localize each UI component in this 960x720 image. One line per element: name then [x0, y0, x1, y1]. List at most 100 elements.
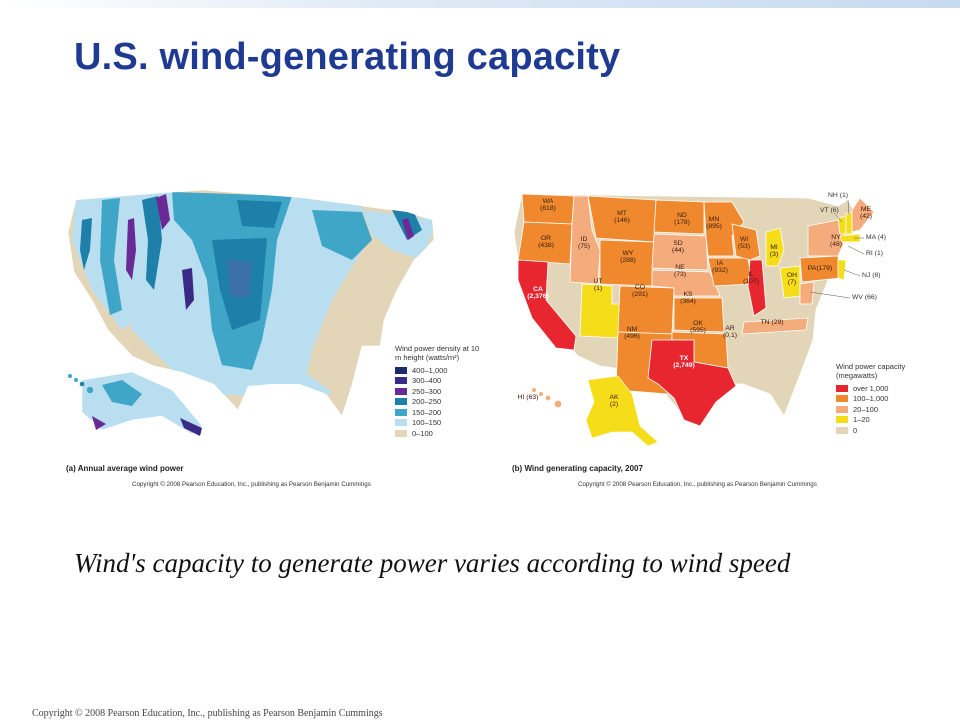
callout-wv: WV (66)	[852, 294, 877, 301]
label-ok: OK (595)	[690, 320, 706, 335]
map-b-copyright: Copyright © 2008 Pearson Education, Inc.…	[578, 481, 817, 488]
state-wv	[799, 281, 815, 305]
label-oh: OH (7)	[786, 272, 798, 287]
slide-title: U.S. wind-generating capacity	[74, 36, 621, 78]
legend-swatch	[836, 416, 848, 424]
callout-ma: MA (4)	[866, 234, 887, 241]
wind-power-map-graphic	[67, 189, 435, 436]
legend-title: Wind power capacity (megawatts)	[836, 362, 906, 380]
density-legend-item: 400–1,000	[395, 365, 485, 376]
state-ak	[585, 375, 659, 447]
density-legend-item: 150–200	[395, 407, 485, 418]
legend-label: 20–100	[853, 404, 879, 414]
label-mi: MI (3)	[769, 244, 779, 259]
capacity-legend-item: 20–100	[836, 404, 932, 415]
legend-swatch	[395, 377, 407, 385]
label-ut: UT (1)	[593, 278, 603, 293]
label-ny: NY (48)	[829, 234, 843, 249]
legend-label: 300–400	[412, 376, 442, 386]
density-legend-item: 250–300	[395, 386, 485, 397]
legend-label: 0	[853, 425, 858, 435]
legend-swatch	[836, 426, 848, 434]
callout-nj: NJ (8)	[862, 272, 881, 279]
top-accent-bar	[0, 0, 960, 8]
state-tn	[741, 317, 809, 335]
legend-label: 1–20	[853, 415, 870, 425]
legend-swatch	[395, 387, 407, 395]
wind-capacity-map-graphic	[513, 193, 875, 447]
slide-footer: Copyright © 2008 Pearson Education, Inc.…	[32, 708, 383, 719]
wind-density-legend: Wind power density at 10 m height (watts…	[395, 344, 485, 439]
state-hi	[532, 388, 562, 408]
density-legend-item: 300–400	[395, 376, 485, 387]
state-il	[747, 259, 767, 317]
label-ak: AK (2)	[609, 394, 619, 409]
state-mi	[765, 227, 785, 267]
label-pa: PA(179)	[807, 265, 833, 272]
legend-swatch	[836, 395, 848, 403]
capacity-legend-item: 0	[836, 425, 932, 436]
state-ca	[517, 259, 577, 351]
hawaii-shape	[68, 374, 94, 394]
legend-label: 200–250	[412, 397, 442, 407]
state-ks	[673, 297, 725, 333]
legend-swatch	[395, 398, 407, 406]
density-legend-item: 100–150	[395, 418, 485, 429]
capacity-legend-item: 1–20	[836, 415, 932, 426]
label-hi: HI (63)	[517, 394, 539, 401]
legend-swatch	[395, 419, 407, 427]
legend-swatch	[395, 408, 407, 416]
legend-label: 250–300	[412, 386, 442, 396]
legend-swatch	[395, 366, 407, 374]
label-mt: MT (146)	[614, 210, 630, 225]
callout-me: ME (42)	[859, 206, 873, 221]
label-ne: NE (73)	[673, 264, 687, 279]
slide-subtitle: Wind's capacity to generate power varies…	[74, 548, 791, 578]
legend-label: 100–1,000	[853, 394, 889, 404]
callout-vt: VT (6)	[820, 207, 839, 214]
label-tx: TX (2,749)	[673, 355, 695, 370]
state-wi	[731, 223, 761, 261]
label-or: OR (438)	[538, 235, 554, 250]
state-mn	[703, 201, 745, 257]
wind-capacity-map: WA (818) OR (438) CA (2,376) ID (75) MT (146)…	[508, 180, 928, 492]
state-ne	[651, 269, 721, 297]
legend-label: 150–200	[412, 407, 442, 417]
label-mn: MN (895)	[706, 216, 722, 231]
callout-ri: RI (1)	[866, 250, 883, 257]
density-legend-item: 200–250	[395, 397, 485, 408]
state-nh	[845, 211, 853, 235]
legend-title: Wind power density at 10 m height (watts…	[395, 344, 480, 362]
state-nd	[653, 199, 705, 235]
state-me	[851, 197, 875, 233]
legend-label: 100–150	[412, 418, 442, 428]
density-legend-item: 0–100	[395, 428, 485, 439]
label-tn: TN (29)	[760, 319, 784, 326]
label-wi: WI (53)	[737, 236, 751, 251]
legend-label: 400–1,000	[412, 365, 448, 375]
callout-lines	[809, 199, 865, 299]
legend-swatch	[395, 429, 407, 437]
label-ar: AR (0.1)	[723, 325, 737, 340]
label-ca: CA (2,376)	[527, 286, 549, 301]
legend-label: 0–100	[412, 428, 433, 438]
capacity-legend-item: over 1,000	[836, 383, 932, 394]
wind-capacity-legend: Wind power capacity (megawatts) over 1,0…	[836, 362, 932, 436]
map-b-caption: (b) Wind generating capacity, 2007	[512, 464, 643, 473]
capacity-legend-item: 100–1,000	[836, 394, 932, 405]
state-or	[517, 221, 573, 265]
map-a-caption: (a) Annual average wind power	[66, 464, 184, 473]
state-nj	[837, 259, 847, 281]
legend-label: over 1,000	[853, 383, 889, 393]
label-nd: ND (178)	[674, 212, 690, 227]
state-tx	[647, 339, 737, 427]
label-wa: WA (818)	[540, 198, 556, 213]
state-ma	[839, 233, 861, 243]
label-sd: SD (44)	[671, 240, 685, 255]
legend-swatch	[836, 384, 848, 392]
label-ia: IA (932)	[712, 260, 728, 275]
state-id	[569, 195, 601, 285]
label-co: CO (291)	[632, 284, 648, 299]
state-sd	[651, 233, 709, 271]
wind-power-map: Wind power density at 10 m height (watts…	[62, 180, 482, 492]
